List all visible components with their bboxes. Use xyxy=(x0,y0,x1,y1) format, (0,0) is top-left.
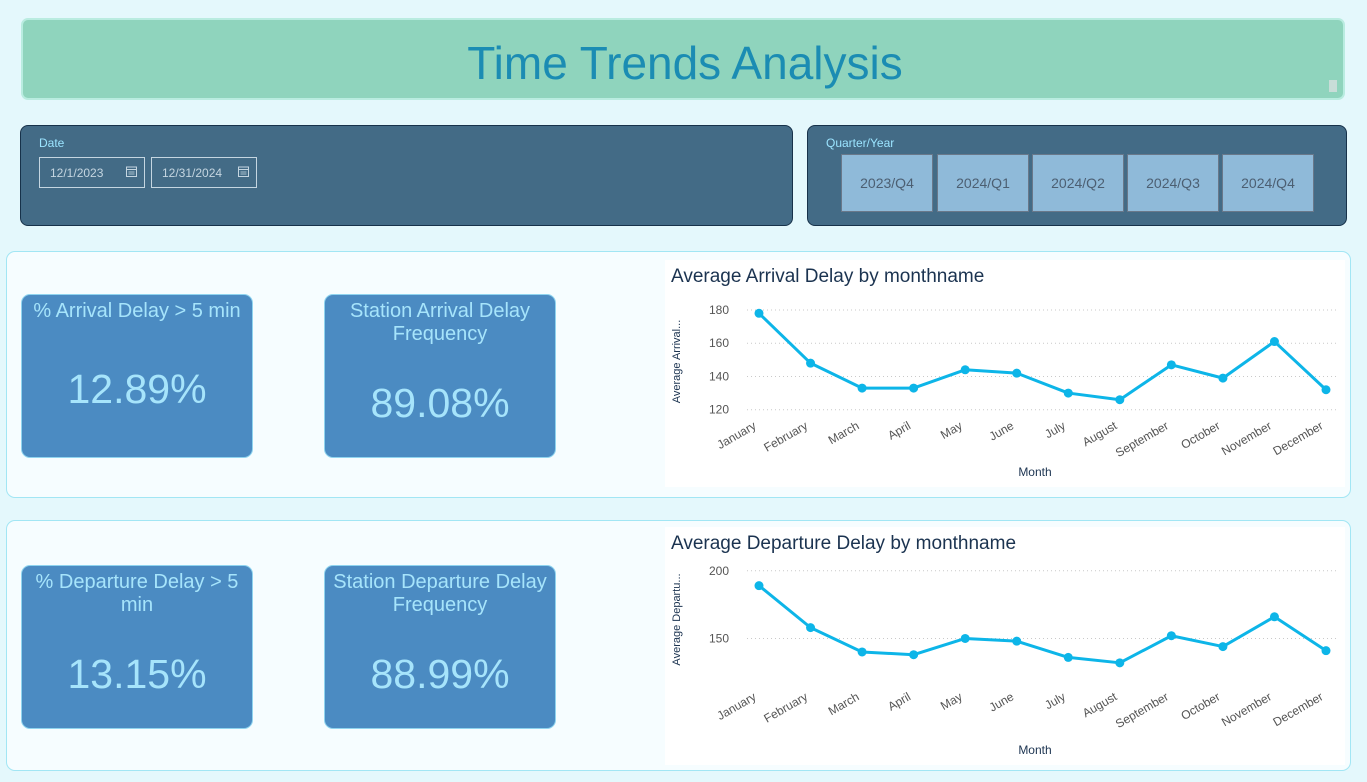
resize-handle-icon[interactable] xyxy=(1329,80,1337,92)
y-axis-title: Average Arrival... xyxy=(671,320,683,404)
arrival-chart: Average Arrival Delay by monthname 120 14… xyxy=(665,260,1345,487)
start-date-input[interactable]: 12/1/2023 xyxy=(39,157,145,188)
chart-title: Average Arrival Delay by monthname xyxy=(671,266,985,287)
data-point xyxy=(1166,360,1176,370)
x-tick-label: March xyxy=(826,418,862,447)
end-date-value: 12/31/2024 xyxy=(162,166,223,180)
data-point xyxy=(1063,652,1073,662)
x-tick-label: February xyxy=(761,418,810,454)
departure-chart: Average Departure Delay by monthname 150… xyxy=(665,527,1345,765)
y-tick-label: 160 xyxy=(709,336,729,350)
data-point xyxy=(1063,388,1073,398)
arrival-delay-pct-card: % Arrival Delay > 5 min 12.89% xyxy=(21,294,253,458)
x-tick-label: June xyxy=(987,418,1017,443)
data-point xyxy=(1115,658,1125,668)
x-tick-label: September xyxy=(1113,689,1171,730)
x-tick-label: November xyxy=(1219,689,1274,729)
card-value: 89.08% xyxy=(370,380,510,426)
data-point xyxy=(1321,385,1331,395)
series-line xyxy=(757,312,1328,402)
x-axis-title: Month xyxy=(1018,465,1051,479)
card-value: 88.99% xyxy=(370,651,510,697)
y-tick-label: 140 xyxy=(709,369,729,383)
arrival-frequency-card: Station Arrival Delay Frequency 89.08% xyxy=(324,294,556,458)
data-point xyxy=(806,623,816,633)
x-tick-label: August xyxy=(1080,418,1120,449)
start-date-value: 12/1/2023 xyxy=(50,166,104,180)
x-tick-label: January xyxy=(715,689,759,722)
calendar-icon[interactable] xyxy=(126,166,137,177)
data-point xyxy=(754,308,764,318)
quarter-slicer: Quarter/Year 2023/Q4 2024/Q1 2024/Q2 202… xyxy=(807,125,1347,226)
quarter-option-2024-q4[interactable]: 2024/Q4 xyxy=(1222,154,1314,212)
data-point xyxy=(1166,631,1176,641)
x-tick-label: November xyxy=(1219,418,1274,458)
departure-delay-pct-card: % Departure Delay > 5 min 13.15% xyxy=(21,565,253,729)
data-point xyxy=(1115,395,1125,405)
quarter-option-2024-q3[interactable]: 2024/Q3 xyxy=(1127,154,1219,212)
card-title: % Arrival Delay > 5 min xyxy=(33,300,241,322)
data-point xyxy=(1321,646,1331,656)
data-point xyxy=(1269,337,1279,347)
x-tick-label: February xyxy=(761,689,810,725)
calendar-icon[interactable] xyxy=(238,166,249,177)
quarter-option-2024-q2[interactable]: 2024/Q2 xyxy=(1032,154,1124,212)
card-title: Station Departure Delay Frequency xyxy=(333,571,547,616)
y-axis-title: Average Departu... xyxy=(671,573,683,665)
x-tick-label: December xyxy=(1271,418,1326,458)
x-tick-label: July xyxy=(1042,689,1067,712)
data-point xyxy=(806,358,816,368)
date-slicer: Date 12/1/2023 12/31/2024 xyxy=(20,125,793,226)
x-tick-label: July xyxy=(1042,418,1067,441)
data-point xyxy=(1269,612,1279,622)
x-tick-label: April xyxy=(885,689,913,713)
data-point xyxy=(1218,642,1228,652)
quarter-option-2024-q1[interactable]: 2024/Q1 xyxy=(937,154,1029,212)
date-slicer-label: Date xyxy=(39,136,65,150)
x-tick-label: April xyxy=(885,418,913,442)
y-tick-label: 180 xyxy=(709,303,729,317)
page-title: Time Trends Analysis xyxy=(467,37,903,89)
x-tick-label: June xyxy=(987,689,1017,714)
x-tick-label: August xyxy=(1080,689,1120,720)
data-point xyxy=(1218,373,1228,383)
y-tick-label: 150 xyxy=(709,631,729,645)
data-point xyxy=(909,650,919,660)
x-tick-label: October xyxy=(1178,689,1222,722)
data-point xyxy=(1012,636,1022,646)
departure-line-chart[interactable]: 150 200 January February March April May June Ju… xyxy=(665,527,1345,765)
x-tick-label: January xyxy=(715,418,759,451)
x-axis-title: Month xyxy=(1018,743,1051,757)
x-tick-label: March xyxy=(826,689,862,718)
card-value: 13.15% xyxy=(67,651,207,697)
data-point xyxy=(857,647,867,657)
y-tick-label: 120 xyxy=(709,403,729,417)
departure-frequency-card: Station Departure Delay Frequency 88.99% xyxy=(324,565,556,729)
x-tick-label: May xyxy=(938,418,965,441)
series-line xyxy=(758,584,1327,665)
data-point xyxy=(857,383,867,393)
quarter-option-2023-q4[interactable]: 2023/Q4 xyxy=(841,154,933,212)
chart-title: Average Departure Delay by monthname xyxy=(671,533,1017,554)
card-title: Station Arrival Delay Frequency xyxy=(349,300,531,345)
y-tick-label: 200 xyxy=(709,564,729,578)
arrival-line-chart[interactable]: 120 140 160 180 January February March April May… xyxy=(665,260,1345,487)
data-point xyxy=(1012,368,1022,378)
departure-panel: % Departure Delay > 5 min 13.15% Station… xyxy=(6,520,1351,771)
x-tick-label: October xyxy=(1178,418,1222,451)
data-point xyxy=(960,365,970,375)
card-title: % Departure Delay > 5 min xyxy=(35,571,239,616)
card-value: 12.89% xyxy=(67,366,207,412)
x-tick-label: December xyxy=(1271,689,1326,729)
data-point xyxy=(754,581,764,591)
quarter-slicer-label: Quarter/Year xyxy=(826,136,895,150)
data-point xyxy=(960,633,970,643)
title-banner: Time Trends Analysis xyxy=(21,18,1345,100)
arrival-panel: % Arrival Delay > 5 min 12.89% Station A… xyxy=(6,251,1351,498)
x-tick-label: September xyxy=(1113,418,1171,459)
end-date-input[interactable]: 12/31/2024 xyxy=(151,157,257,188)
data-point xyxy=(909,383,919,393)
x-tick-label: May xyxy=(938,689,965,712)
